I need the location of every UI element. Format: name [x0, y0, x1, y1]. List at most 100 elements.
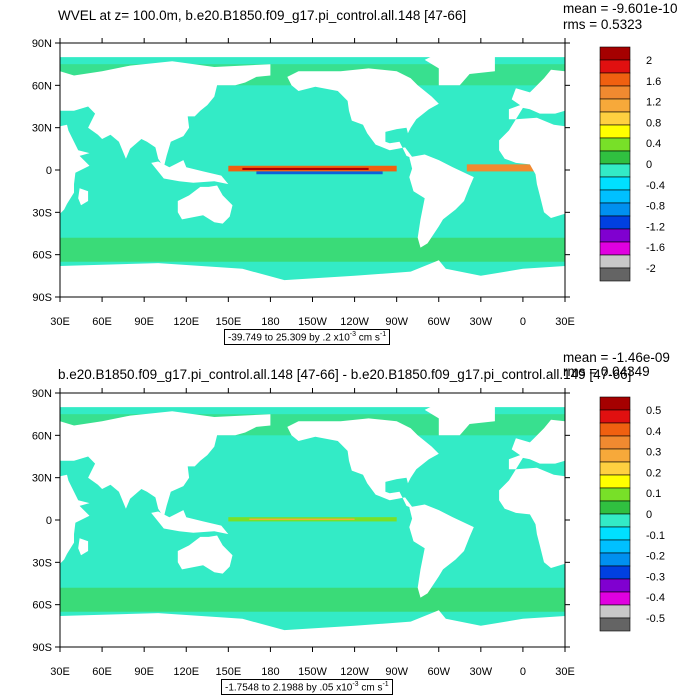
- lon-label: 150E: [215, 316, 241, 328]
- lon-label: 90W: [385, 666, 408, 678]
- land-mask: [60, 411, 271, 518]
- legend-label: 1.6: [646, 76, 661, 88]
- range-label: -1.7548 to 2.1988 by .05 x10-3 cm s-1: [221, 679, 393, 696]
- land-mask: [60, 124, 90, 214]
- lon-label: 60W: [427, 666, 450, 678]
- lat-label: 90N: [32, 388, 52, 400]
- legend-label: 1.2: [646, 97, 661, 109]
- land-mask: [409, 504, 474, 598]
- equatorial-core: [249, 518, 355, 520]
- legend-swatch: [599, 617, 631, 632]
- legend-label: -2: [646, 263, 656, 275]
- legend-swatch: [599, 98, 631, 113]
- legend-swatch: [599, 604, 631, 619]
- land-mask: [60, 474, 90, 564]
- legend-label: 0: [646, 509, 652, 521]
- lon-label: 120W: [340, 666, 369, 678]
- lon-label: 30E: [555, 666, 575, 678]
- legend-swatch: [599, 241, 631, 256]
- lat-label: 90S: [32, 642, 52, 654]
- lat-label: 90N: [32, 38, 52, 50]
- legend-swatch: [599, 539, 631, 554]
- legend-swatch: [599, 228, 631, 243]
- legend-swatch: [599, 46, 631, 61]
- lat-label: 30N: [32, 473, 52, 485]
- land-mask: [60, 43, 565, 58]
- lon-label: 120E: [173, 666, 199, 678]
- land-mask: [78, 188, 89, 206]
- atlantic-upwelling: [466, 164, 537, 172]
- land-mask: [499, 467, 565, 568]
- land-mask: [424, 52, 495, 86]
- lon-label: 180: [261, 666, 279, 678]
- land-mask: [409, 154, 474, 248]
- legend-label: -1.6: [646, 242, 665, 254]
- legend-swatch: [599, 189, 631, 204]
- lon-label: 150W: [298, 316, 327, 328]
- legend-swatch: [599, 409, 631, 424]
- legend-label: -0.1: [646, 530, 665, 542]
- lat-label: 30N: [32, 123, 52, 135]
- lon-label: 90E: [134, 316, 154, 328]
- lon-label: 30E: [50, 316, 70, 328]
- equatorial-core: [242, 167, 369, 170]
- legend-swatch: [599, 163, 631, 178]
- legend-swatch: [599, 565, 631, 580]
- map-figure: 90N 60N 30N 0 30S 60S 90S 30E 60E 90E 120E 150E 180 1…: [32, 38, 665, 328]
- land-mask: [60, 260, 565, 297]
- legend-swatch: [599, 72, 631, 87]
- legend-label: -1.2: [646, 221, 665, 233]
- land-mask: [424, 402, 495, 436]
- legend-label: 0.3: [646, 447, 661, 459]
- mean-label: mean = -9.601e-10: [563, 1, 678, 16]
- land-mask: [60, 393, 565, 408]
- lon-label: 150E: [215, 666, 241, 678]
- lon-label: 60E: [92, 316, 112, 328]
- land-mask: [177, 535, 233, 574]
- legend-swatch: [599, 85, 631, 100]
- land-mask: [151, 160, 229, 185]
- land-mask: [508, 419, 565, 470]
- legend-swatch: [599, 215, 631, 230]
- lon-label: 0: [520, 316, 526, 328]
- legend-swatch: [599, 591, 631, 606]
- legend-label: 0.2: [646, 467, 661, 479]
- lat-label: 60S: [32, 250, 52, 262]
- legend-label: 0: [646, 159, 652, 171]
- land-mask: [60, 61, 271, 168]
- lon-label: 180: [261, 316, 279, 328]
- lon-label: 120W: [340, 316, 369, 328]
- legend-label: 0.1: [646, 488, 661, 500]
- lat-label: 0: [46, 515, 52, 527]
- legend-swatch: [599, 59, 631, 74]
- legend-swatch: [599, 254, 631, 269]
- legend-swatch: [599, 448, 631, 463]
- southern-ocean-band: [60, 237, 565, 262]
- lon-label: 150W: [298, 666, 327, 678]
- lat-label: 60S: [32, 600, 52, 612]
- lon-label: 90E: [134, 666, 154, 678]
- legend-swatch: [599, 487, 631, 502]
- legend-label: 0.8: [646, 117, 661, 129]
- lat-label: 60N: [32, 80, 52, 92]
- legend-swatch: [599, 526, 631, 541]
- panel-title: b.e20.B1850.f09_g17.pi_control.all.148 […: [58, 367, 632, 382]
- land-mask: [177, 185, 233, 224]
- legend-swatch: [599, 435, 631, 450]
- legend-label: -0.5: [646, 613, 665, 625]
- lat-label: 30S: [32, 207, 52, 219]
- legend-swatch: [599, 150, 631, 165]
- land-mask: [287, 418, 439, 509]
- lon-label: 60W: [427, 316, 450, 328]
- lat-label: 90S: [32, 292, 52, 304]
- legend-label: 2: [646, 55, 652, 67]
- legend-label: -0.2: [646, 551, 665, 563]
- legend-swatch: [599, 461, 631, 476]
- lon-label: 90W: [385, 316, 408, 328]
- land-mask: [499, 117, 565, 218]
- legend-swatch: [599, 111, 631, 126]
- equatorial-downwelling: [256, 171, 383, 175]
- mean-label: mean = -1.46e-09: [563, 350, 670, 365]
- legend-label: -0.3: [646, 571, 665, 583]
- legend-label: 0.5: [646, 405, 661, 417]
